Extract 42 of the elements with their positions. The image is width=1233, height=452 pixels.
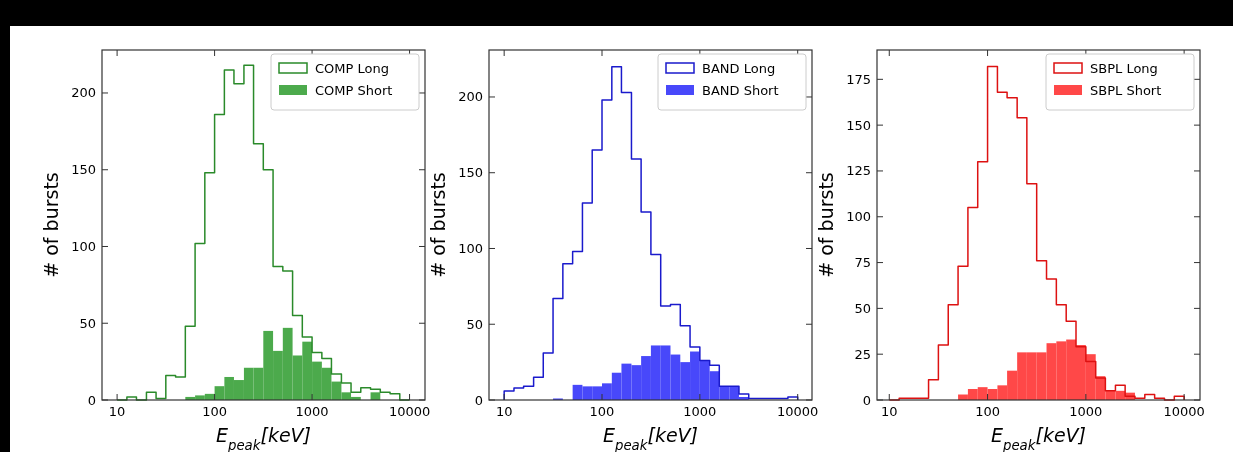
y-tick-label: 50 bbox=[79, 315, 96, 331]
x-tick-label: 1000 bbox=[1069, 404, 1103, 419]
y-tick-label: 200 bbox=[458, 89, 483, 105]
y-tick-label: 100 bbox=[71, 238, 96, 254]
legend-label: BAND Short bbox=[702, 83, 779, 98]
x-tick-label: 100 bbox=[589, 404, 615, 419]
x-tick-label: 10 bbox=[108, 404, 126, 419]
x-tick-label: 10 bbox=[495, 404, 513, 419]
x-tick-label: 100 bbox=[202, 404, 227, 419]
y-tick-label: 100 bbox=[458, 240, 483, 256]
x-tick-label: 1000 bbox=[683, 404, 717, 419]
y-axis-title: # of bursts bbox=[40, 172, 62, 278]
y-tick-label: 125 bbox=[846, 163, 871, 179]
x-axis-title: E$_{peak}$[keV] bbox=[602, 424, 699, 452]
y-tick-label: 100 bbox=[846, 209, 871, 225]
y-tick-label: 150 bbox=[846, 117, 871, 133]
y-tick-label: 0 bbox=[862, 392, 871, 408]
legend-label: COMP Long bbox=[315, 61, 389, 76]
x-tick-label: 100 bbox=[975, 404, 1000, 419]
y-tick-label: 0 bbox=[87, 392, 96, 408]
x-axis-title: E$_{peak}$[keV] bbox=[215, 424, 312, 452]
x-tick-label: 10000 bbox=[777, 404, 819, 419]
legend-label: SBPL Short bbox=[1090, 83, 1162, 98]
x-tick-label: 1000 bbox=[295, 404, 329, 419]
y-axis-title: # of bursts bbox=[427, 172, 449, 278]
x-axis-title: E$_{peak}$[keV] bbox=[990, 424, 1087, 452]
x-tick-label: 10000 bbox=[1163, 404, 1205, 419]
y-tick-label: 200 bbox=[71, 85, 96, 101]
y-tick-label: 50 bbox=[854, 300, 871, 316]
y-tick-label: 75 bbox=[854, 255, 871, 271]
x-tick-label: 10000 bbox=[388, 404, 431, 419]
y-tick-label: 0 bbox=[474, 392, 483, 408]
legend-label: COMP Short bbox=[315, 83, 393, 98]
y-tick-label: 50 bbox=[466, 316, 483, 332]
legend-label: BAND Long bbox=[702, 61, 776, 76]
y-tick-label: 25 bbox=[854, 346, 871, 362]
y-tick-label: 150 bbox=[458, 165, 483, 181]
y-tick-label: 150 bbox=[71, 162, 96, 178]
legend-label: SBPL Long bbox=[1090, 61, 1158, 76]
y-axis-title: # of bursts bbox=[815, 172, 837, 278]
x-tick-label: 10 bbox=[881, 404, 898, 419]
y-tick-label: 175 bbox=[846, 71, 871, 87]
